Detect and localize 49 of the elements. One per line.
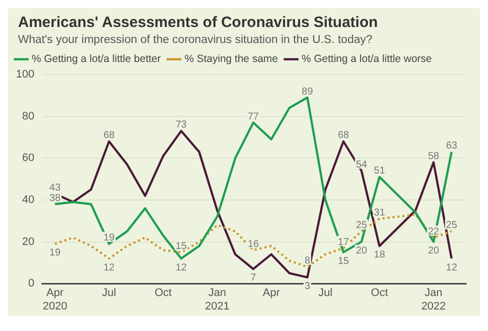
data-label: 68 bbox=[338, 130, 350, 142]
x-tick-label: Apr bbox=[262, 287, 280, 300]
legend-label: % Getting a lot/a little worse bbox=[302, 53, 432, 66]
data-label: 22 bbox=[428, 226, 440, 238]
data-label: 8 bbox=[304, 256, 311, 267]
y-tick-label: 0 bbox=[28, 278, 34, 290]
data-label: 15 bbox=[176, 240, 188, 252]
data-label: 25 bbox=[446, 220, 458, 232]
y-tick-label: 60 bbox=[22, 152, 34, 164]
data-label: 51 bbox=[374, 166, 386, 177]
data-label: 15 bbox=[338, 256, 350, 267]
data-label: 16 bbox=[248, 238, 260, 250]
data-label: 31 bbox=[374, 208, 386, 219]
data-label: 63 bbox=[446, 140, 458, 152]
data-label: 58 bbox=[428, 151, 440, 162]
legend-label: % Staying the same bbox=[184, 53, 278, 66]
x-tick-label: Oct bbox=[370, 287, 388, 300]
y-tick-label: 80 bbox=[22, 110, 34, 122]
data-label: 18 bbox=[374, 250, 386, 261]
y-tick-label: 20 bbox=[22, 236, 34, 248]
data-label: 38 bbox=[49, 192, 61, 204]
y-tick-label: 40 bbox=[22, 194, 34, 206]
y-tick-label: 100 bbox=[16, 68, 34, 81]
data-label: 3 bbox=[304, 281, 311, 292]
chart-title: Americans' Assessments of Coronavirus Situation bbox=[17, 14, 379, 31]
data-label: 12 bbox=[176, 262, 188, 274]
chart-subtitle: What's your impression of the coronavirus situation in the U.S. today? bbox=[17, 34, 374, 46]
data-label: 19 bbox=[103, 232, 116, 244]
data-label: 25 bbox=[356, 220, 368, 232]
data-label: 17 bbox=[338, 236, 350, 248]
data-label: 20 bbox=[356, 246, 368, 257]
legend-label: % Getting a lot/a little better bbox=[32, 53, 162, 66]
x-tick-label: Jan 2022 bbox=[421, 287, 446, 312]
data-label: 12 bbox=[103, 262, 116, 274]
data-label: 77 bbox=[248, 111, 260, 122]
data-label: 73 bbox=[176, 120, 188, 131]
x-tick-label: Jan 2021 bbox=[204, 287, 230, 312]
x-tick-label: Apr 2020 bbox=[42, 287, 68, 312]
data-label: 19 bbox=[49, 248, 61, 259]
x-tick-label: Jul bbox=[318, 287, 332, 300]
data-label: 43 bbox=[49, 182, 61, 194]
x-tick-label: Oct bbox=[154, 287, 172, 300]
data-label: 89 bbox=[302, 86, 314, 98]
x-tick-label: Jul bbox=[102, 287, 116, 300]
data-label: 7 bbox=[250, 272, 256, 284]
data-label: 68 bbox=[103, 130, 116, 142]
data-label: 12 bbox=[446, 262, 458, 274]
data-label: 20 bbox=[428, 246, 440, 257]
data-label: 54 bbox=[356, 159, 368, 170]
